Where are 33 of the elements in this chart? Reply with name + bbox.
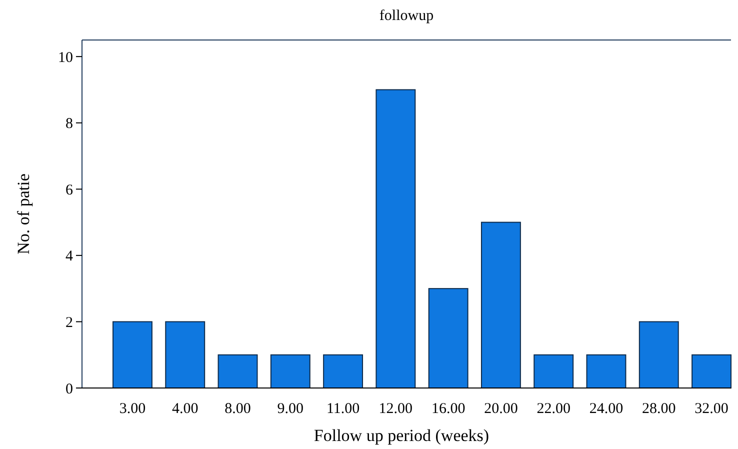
x-tick-label: 9.00 bbox=[277, 401, 304, 417]
x-tick-label: 11.00 bbox=[326, 401, 360, 417]
bar bbox=[112, 321, 152, 388]
bar bbox=[376, 89, 416, 388]
y-tick-label: 2 bbox=[66, 314, 73, 331]
bar bbox=[428, 288, 468, 388]
y-tick-label: 8 bbox=[66, 116, 73, 132]
x-tick-label: 4.00 bbox=[172, 401, 198, 417]
bar bbox=[534, 354, 574, 388]
y-tick-label: 6 bbox=[66, 182, 74, 198]
y-tick-label: 0 bbox=[66, 381, 73, 398]
chart-title: followup bbox=[379, 8, 434, 24]
x-tick-label: 24.00 bbox=[589, 401, 624, 417]
x-tick-label: 3.00 bbox=[119, 401, 146, 417]
bar bbox=[323, 354, 364, 388]
bar bbox=[692, 354, 732, 388]
y-tick-label: 10 bbox=[58, 50, 73, 66]
y-tick-label: 4 bbox=[66, 248, 74, 265]
x-tick-label: 8.00 bbox=[224, 401, 251, 417]
x-axis-title: Follow up period (weeks) bbox=[314, 426, 490, 445]
bar bbox=[165, 321, 206, 388]
bar bbox=[638, 321, 679, 388]
bar bbox=[218, 354, 258, 388]
x-tick-label: 22.00 bbox=[536, 401, 570, 417]
bar bbox=[270, 354, 310, 388]
x-tick-label: 16.00 bbox=[431, 401, 466, 417]
bar bbox=[480, 222, 521, 388]
y-axis-title: No. of patie bbox=[14, 174, 33, 254]
x-tick-label: 12.00 bbox=[378, 401, 413, 417]
x-tick-label: 20.00 bbox=[484, 401, 518, 417]
bar bbox=[586, 354, 626, 388]
x-tick-label: 32.00 bbox=[694, 401, 728, 417]
x-tick-label: 28.00 bbox=[642, 401, 676, 417]
